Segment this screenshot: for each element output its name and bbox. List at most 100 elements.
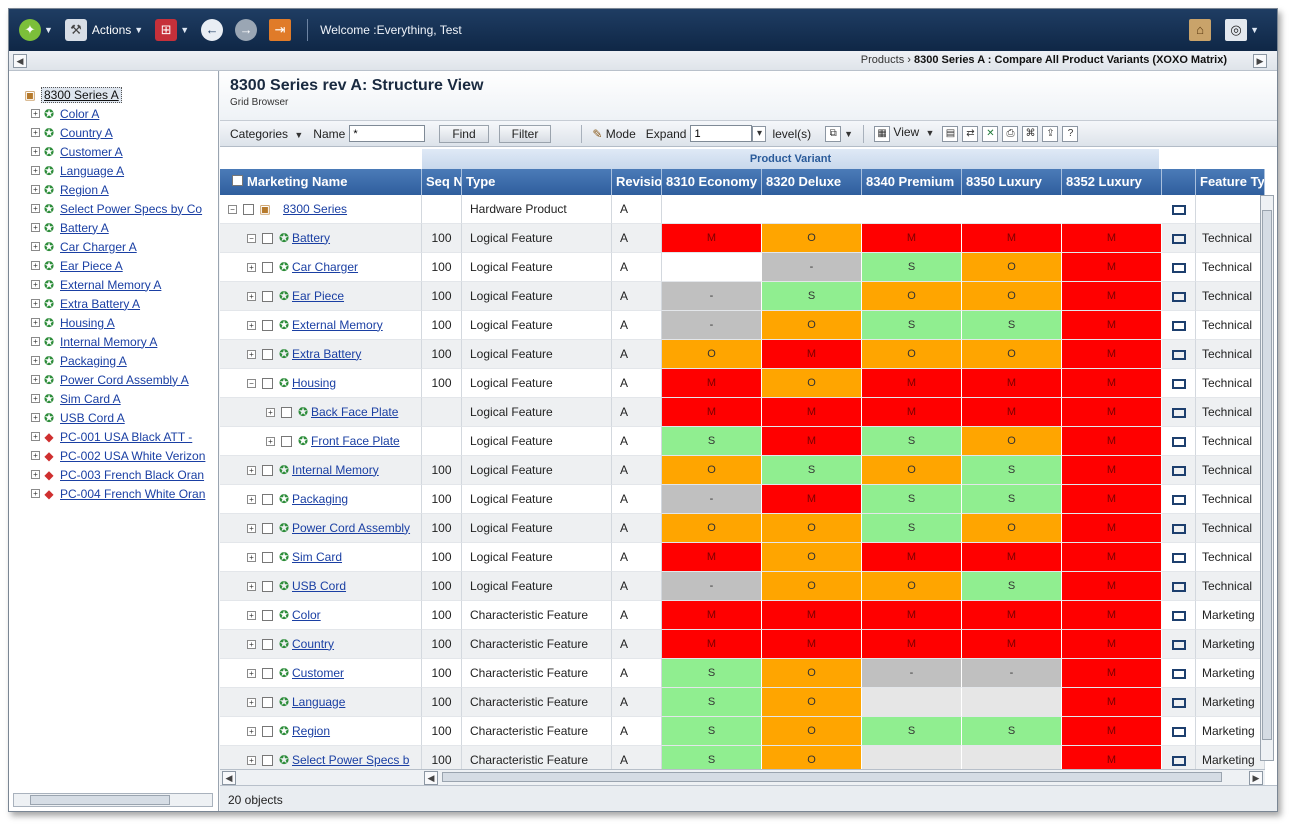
tree-item-label[interactable]: Battery A — [60, 220, 109, 235]
column-header-revision[interactable]: Revision — [612, 169, 662, 195]
table-row[interactable]: + ✪ Region 100 Characteristic Feature A S O S S M M… — [220, 717, 1265, 746]
variant-cell[interactable]: S — [862, 514, 962, 543]
expand-icon[interactable]: + — [31, 375, 40, 384]
tree-item[interactable]: + ◆ PC-004 French White Oran — [9, 484, 218, 503]
variant-cell[interactable]: M — [662, 224, 762, 253]
marketing-name-link[interactable]: Customer — [292, 665, 345, 680]
row-checkbox[interactable] — [262, 667, 273, 679]
column-header-feature-type[interactable]: Feature Type — [1196, 169, 1265, 195]
window-icon[interactable] — [1171, 262, 1186, 273]
variant-cell[interactable] — [962, 688, 1062, 717]
excel-export-icon[interactable]: ✕ — [982, 125, 999, 142]
window-icon[interactable] — [1171, 697, 1186, 708]
window-icon[interactable] — [1171, 639, 1186, 650]
tree-item-label[interactable]: Select Power Specs by Co — [60, 201, 203, 216]
variant-cell[interactable]: M — [762, 630, 862, 659]
tree-item[interactable]: ▣ 8300 Series A — [9, 85, 218, 104]
tree-item-label[interactable]: PC-002 USA White Verizon — [60, 448, 206, 463]
column-header-variant[interactable]: 8320 Deluxe — [762, 169, 862, 195]
view-menu[interactable]: ▦ View ▼ — [874, 125, 934, 142]
variant-cell[interactable]: M — [1062, 282, 1162, 311]
marketing-name-link[interactable]: Country — [292, 636, 335, 651]
expand-icon[interactable]: + — [266, 407, 275, 417]
window-icon[interactable] — [1171, 436, 1186, 447]
variant-cell[interactable] — [662, 195, 762, 224]
chevron-down-icon[interactable]: ▼ — [1250, 25, 1259, 35]
tree-item-label[interactable]: Country A — [60, 125, 113, 140]
variant-cell[interactable]: S — [662, 688, 762, 717]
column-header-variant[interactable]: 8352 Luxury — [1062, 169, 1162, 195]
row-details-cell[interactable] — [1162, 572, 1196, 601]
app-menu-button[interactable]: ✦ ▼ — [19, 19, 53, 41]
variant-cell[interactable]: S — [862, 311, 962, 340]
tree-item[interactable]: + ✪ Car Charger A — [9, 237, 218, 256]
upload-icon[interactable]: ⇪ — [1042, 125, 1059, 142]
expand-icon[interactable]: + — [247, 262, 256, 272]
variant-cell[interactable]: M — [762, 601, 862, 630]
tree-item[interactable]: + ✪ Ear Piece A — [9, 256, 218, 275]
table-row[interactable]: + ✪ Back Face Plate Logical Feature A M M M M M Te… — [220, 398, 1265, 427]
variant-cell[interactable]: O — [862, 282, 962, 311]
column-header-variant[interactable]: 8340 Premium — [862, 169, 962, 195]
expand-icon[interactable]: + — [31, 223, 40, 232]
variant-cell[interactable]: M — [1062, 311, 1162, 340]
window-icon[interactable] — [1171, 349, 1186, 360]
expand-icon[interactable]: + — [31, 432, 40, 441]
marketing-name-link[interactable]: Battery — [292, 230, 331, 245]
row-checkbox[interactable] — [262, 377, 273, 389]
tree-item-label[interactable]: Power Cord Assembly A — [60, 372, 189, 387]
variant-cell[interactable]: M — [762, 340, 862, 369]
grid-vertical-scrollbar[interactable] — [1260, 195, 1274, 761]
mode-button[interactable]: ✎ Mode — [592, 127, 635, 141]
variant-cell[interactable]: M — [1062, 688, 1162, 717]
row-details-cell[interactable] — [1162, 224, 1196, 253]
variant-cell[interactable]: M — [1062, 514, 1162, 543]
tree-item[interactable]: + ◆ PC-002 USA White Verizon — [9, 446, 218, 465]
variant-cell[interactable]: O — [662, 456, 762, 485]
variant-cell[interactable]: S — [662, 717, 762, 746]
expand-icon[interactable]: + — [247, 320, 256, 330]
window-icon[interactable] — [1171, 581, 1186, 592]
expand-icon[interactable]: + — [247, 697, 256, 707]
row-details-cell[interactable] — [1162, 543, 1196, 572]
variant-cell[interactable]: S — [662, 659, 762, 688]
variant-cell[interactable]: M — [962, 601, 1062, 630]
marketing-name-link[interactable]: Sim Card — [292, 549, 343, 564]
collapse-icon[interactable]: − — [247, 233, 256, 243]
variant-cell[interactable]: M — [962, 369, 1062, 398]
tree-item-label[interactable]: Car Charger A — [60, 239, 137, 254]
copy-icon[interactable]: ⧉ — [825, 125, 842, 142]
marketing-name-link[interactable]: Extra Battery — [292, 346, 362, 361]
variant-cell[interactable]: M — [1062, 253, 1162, 282]
grid-horizontal-scrollbar[interactable]: ◀ ◀ ▶ — [220, 769, 1265, 785]
variant-cell[interactable] — [1062, 195, 1162, 224]
variant-cell[interactable]: O — [862, 340, 962, 369]
row-checkbox[interactable] — [262, 551, 273, 563]
collapse-left-icon[interactable]: ◀ — [13, 54, 27, 68]
row-checkbox[interactable] — [262, 725, 273, 737]
variant-cell[interactable]: - — [662, 311, 762, 340]
variant-cell[interactable]: O — [962, 427, 1062, 456]
back-button[interactable]: ← — [201, 19, 224, 41]
scroll-left-icon[interactable]: ◀ — [424, 771, 438, 785]
table-row[interactable]: + ✪ Car Charger 100 Logical Feature A - S O M Tech… — [220, 253, 1265, 282]
variant-cell[interactable]: S — [862, 717, 962, 746]
row-checkbox[interactable] — [262, 493, 273, 505]
expand-icon[interactable]: + — [247, 610, 256, 620]
row-checkbox[interactable] — [262, 232, 273, 244]
scroll-right-icon[interactable]: ▶ — [1249, 771, 1263, 785]
expand-icon[interactable]: + — [247, 465, 256, 475]
tree-item-label[interactable]: Extra Battery A — [60, 296, 141, 311]
expand-icon[interactable]: + — [247, 523, 256, 533]
row-details-cell[interactable] — [1162, 427, 1196, 456]
column-header-type[interactable]: Type — [462, 169, 612, 195]
expand-icon[interactable]: + — [31, 356, 40, 365]
collapse-icon[interactable]: − — [228, 204, 237, 214]
row-checkbox[interactable] — [262, 696, 273, 708]
variant-cell[interactable]: O — [762, 311, 862, 340]
table-row[interactable]: + ✪ Country 100 Characteristic Feature A M M M M M… — [220, 630, 1265, 659]
row-details-cell[interactable] — [1162, 630, 1196, 659]
row-checkbox[interactable] — [262, 261, 273, 273]
marketing-name-link[interactable]: Front Face Plate — [311, 433, 400, 448]
home-icon[interactable]: ⌂ — [1189, 19, 1212, 41]
